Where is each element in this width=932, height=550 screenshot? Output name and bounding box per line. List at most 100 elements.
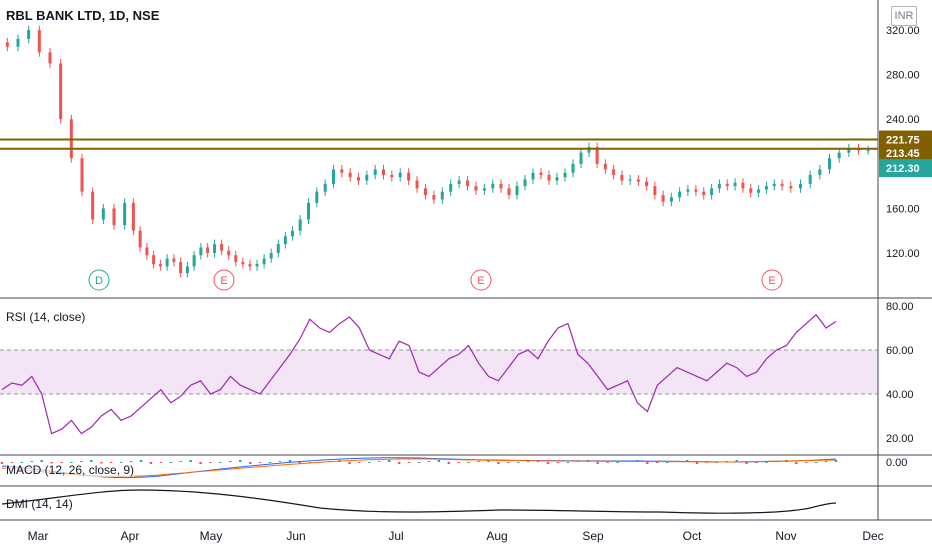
candle-body[interactable] bbox=[423, 188, 427, 196]
rsi-pane[interactable] bbox=[0, 313, 878, 435]
rsi-line[interactable] bbox=[1, 313, 837, 435]
candle-body[interactable] bbox=[818, 169, 822, 175]
candle-body[interactable] bbox=[587, 147, 591, 153]
candle-body[interactable] bbox=[407, 172, 411, 181]
symbol-title[interactable]: RBL BANK LTD, 1D, NSE bbox=[6, 8, 160, 23]
currency-badge[interactable]: INR bbox=[891, 6, 917, 26]
candle-body[interactable] bbox=[474, 186, 478, 191]
dmi-label[interactable]: DMI (14, 14) bbox=[6, 497, 73, 511]
candle-body[interactable] bbox=[213, 244, 217, 253]
candle-body[interactable] bbox=[612, 169, 616, 175]
candle-body[interactable] bbox=[507, 188, 511, 196]
candle-body[interactable] bbox=[283, 236, 287, 245]
candle-body[interactable] bbox=[710, 188, 714, 196]
candle-body[interactable] bbox=[165, 258, 169, 267]
event-marker-e[interactable]: E bbox=[761, 269, 783, 291]
candle-body[interactable] bbox=[702, 191, 706, 196]
price-tag[interactable]: 213.45 bbox=[879, 143, 932, 162]
candle-body[interactable] bbox=[227, 250, 231, 256]
candle-body[interactable] bbox=[772, 183, 776, 187]
candle-body[interactable] bbox=[298, 219, 302, 231]
candle-body[interactable] bbox=[307, 202, 310, 220]
candle-body[interactable] bbox=[808, 174, 812, 184]
candle-body[interactable] bbox=[499, 183, 503, 189]
candle-body[interactable] bbox=[206, 247, 210, 253]
candle-body[interactable] bbox=[262, 258, 266, 265]
candle-body[interactable] bbox=[686, 189, 690, 192]
candle-body[interactable] bbox=[432, 195, 436, 200]
candle-body[interactable] bbox=[145, 247, 149, 256]
candle-body[interactable] bbox=[515, 186, 519, 196]
candle-body[interactable] bbox=[837, 152, 841, 159]
candle-body[interactable] bbox=[101, 208, 105, 220]
candle-body[interactable] bbox=[694, 189, 698, 192]
candle-body[interactable] bbox=[138, 230, 142, 248]
candle-body[interactable] bbox=[332, 169, 335, 184]
candle-body[interactable] bbox=[555, 177, 559, 181]
candle-body[interactable] bbox=[192, 255, 196, 267]
candle-body[interactable] bbox=[757, 189, 761, 193]
candle-body[interactable] bbox=[491, 183, 495, 189]
candle-body[interactable] bbox=[27, 30, 31, 39]
candle-body[interactable] bbox=[220, 244, 224, 251]
event-marker-e[interactable]: E bbox=[470, 269, 492, 291]
candle-body[interactable] bbox=[365, 174, 369, 181]
candle-body[interactable] bbox=[789, 186, 793, 189]
candle-body[interactable] bbox=[449, 183, 453, 192]
candle-body[interactable] bbox=[539, 172, 543, 175]
candle-body[interactable] bbox=[123, 202, 127, 226]
candle-body[interactable] bbox=[398, 172, 402, 178]
candle-body[interactable] bbox=[440, 191, 444, 200]
candle-body[interactable] bbox=[185, 266, 189, 274]
event-marker-e[interactable]: E bbox=[213, 269, 235, 291]
dmi-adx-line[interactable] bbox=[1, 489, 837, 514]
candle-body[interactable] bbox=[717, 183, 721, 189]
candle-body[interactable] bbox=[653, 186, 657, 196]
candle-body[interactable] bbox=[357, 177, 360, 181]
candle-body[interactable] bbox=[669, 197, 673, 202]
candle-body[interactable] bbox=[415, 180, 419, 189]
candle-body[interactable] bbox=[661, 195, 665, 202]
candle-body[interactable] bbox=[59, 63, 63, 120]
candle-body[interactable] bbox=[37, 30, 41, 53]
candle-body[interactable] bbox=[603, 163, 607, 170]
candle-body[interactable] bbox=[131, 202, 135, 231]
candle-body[interactable] bbox=[255, 264, 259, 267]
candle-body[interactable] bbox=[234, 255, 238, 262]
candle-body[interactable] bbox=[390, 174, 394, 178]
candle-body[interactable] bbox=[678, 191, 682, 198]
candle-body[interactable] bbox=[241, 261, 245, 265]
candle-body[interactable] bbox=[457, 180, 461, 184]
candle-body[interactable] bbox=[828, 158, 831, 170]
candle-body[interactable] bbox=[645, 181, 649, 187]
candle-body[interactable] bbox=[725, 183, 729, 187]
candle-body[interactable] bbox=[579, 152, 583, 164]
candle-body[interactable] bbox=[466, 180, 470, 187]
candle-body[interactable] bbox=[5, 42, 9, 47]
candle-body[interactable] bbox=[523, 179, 527, 187]
rsi-label[interactable]: RSI (14, close) bbox=[6, 310, 86, 324]
candle-body[interactable] bbox=[172, 258, 176, 262]
candle-body[interactable] bbox=[531, 172, 535, 180]
candle-body[interactable] bbox=[276, 244, 280, 253]
candle-body[interactable] bbox=[571, 163, 575, 173]
candle-body[interactable] bbox=[749, 188, 753, 193]
candle-body[interactable] bbox=[91, 191, 95, 220]
candle-body[interactable] bbox=[741, 182, 745, 189]
candle-body[interactable] bbox=[152, 255, 156, 265]
candle-body[interactable] bbox=[866, 150, 870, 152]
candle-body[interactable] bbox=[373, 169, 377, 175]
candle-body[interactable] bbox=[563, 172, 567, 178]
candle-body[interactable] bbox=[628, 179, 632, 181]
candle-body[interactable] bbox=[847, 148, 851, 153]
candle-body[interactable] bbox=[482, 188, 486, 191]
candle-body[interactable] bbox=[290, 230, 294, 237]
candle-body[interactable] bbox=[799, 183, 802, 189]
candle-body[interactable] bbox=[112, 208, 116, 226]
candle-body[interactable] bbox=[620, 174, 624, 181]
candle-body[interactable] bbox=[179, 261, 183, 274]
price-tag[interactable]: 212.30 bbox=[879, 159, 932, 178]
candle-body[interactable] bbox=[340, 169, 344, 173]
